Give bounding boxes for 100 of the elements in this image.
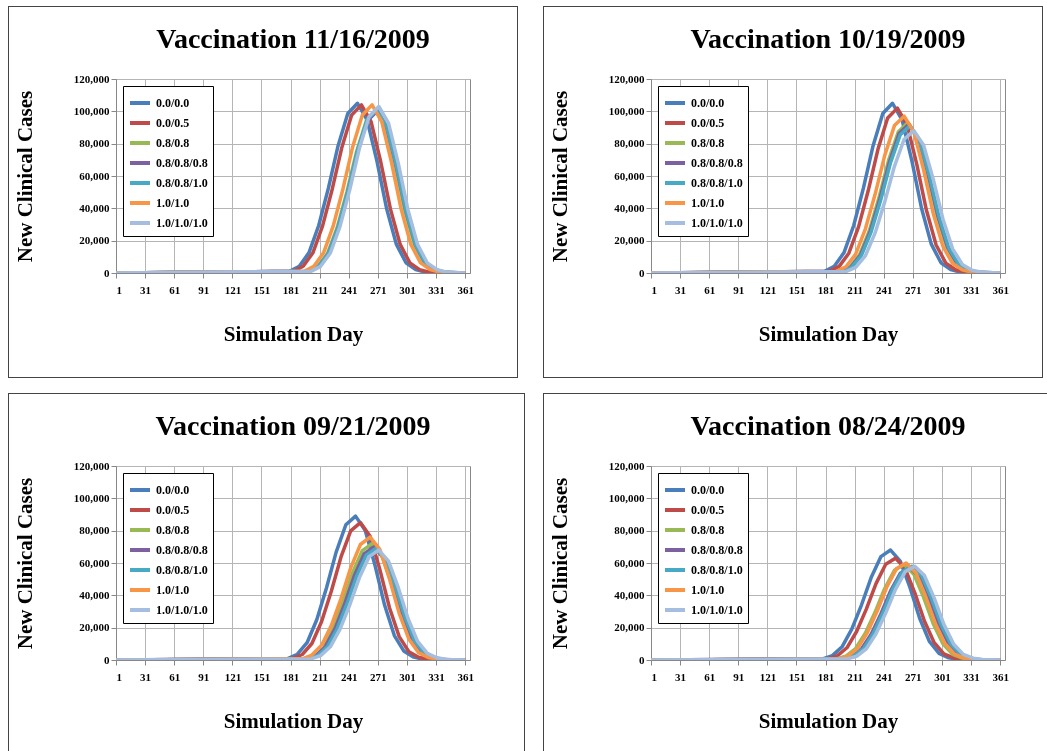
chart-title: Vaccination 09/21/2009 — [155, 410, 431, 441]
y-tick-label: 40,000 — [614, 588, 645, 601]
y-axis-title: New Clinical Cases — [547, 477, 572, 650]
x-tick-label: 211 — [312, 670, 329, 683]
x-axis-title: Simulation Day — [758, 708, 899, 733]
legend-label: 0.0/0.5 — [156, 503, 190, 517]
y-tick-label: 20,000 — [79, 621, 110, 634]
legend-label: 0.0/0.0 — [156, 96, 190, 110]
y-tick-label: 20,000 — [614, 234, 645, 247]
legend-label: 0.0/0.0 — [691, 483, 725, 497]
x-tick-label: 361 — [457, 670, 474, 683]
legend-label: 1.0/1.0/1.0 — [691, 603, 743, 617]
x-tick-label: 61 — [169, 283, 181, 296]
legend-label: 0.8/0.8 — [156, 523, 190, 537]
y-tick-label: 0 — [639, 266, 645, 279]
y-tick-label: 60,000 — [79, 169, 110, 182]
y-tick-label: 80,000 — [79, 524, 110, 537]
x-tick-label: 121 — [224, 670, 242, 683]
y-tick-label: 40,000 — [79, 201, 110, 214]
legend-label: 0.8/0.8/1.0 — [691, 563, 743, 577]
x-tick-label: 61 — [704, 670, 716, 683]
x-tick-label: 31 — [675, 283, 687, 296]
y-tick-label: 80,000 — [614, 137, 645, 150]
legend-label: 1.0/1.0 — [156, 196, 190, 210]
legend-label: 0.0/0.0 — [156, 483, 190, 497]
x-tick-label: 31 — [140, 283, 152, 296]
x-tick-label: 31 — [675, 670, 687, 683]
x-tick-label: 301 — [934, 670, 951, 683]
y-tick-label: 100,000 — [73, 491, 110, 504]
x-axis-title: Simulation Day — [223, 321, 364, 346]
chart-title: Vaccination 11/16/2009 — [156, 23, 430, 54]
x-tick-label: 181 — [817, 283, 835, 296]
x-tick-label: 1 — [651, 670, 657, 683]
chart-title: Vaccination 08/24/2009 — [690, 410, 966, 441]
x-tick-label: 331 — [963, 283, 980, 296]
x-tick-label: 241 — [876, 283, 893, 296]
x-tick-label: 121 — [759, 670, 777, 683]
x-tick-label: 331 — [428, 670, 445, 683]
legend-label: 0.8/0.8/1.0 — [156, 176, 208, 190]
legend-label: 0.8/0.8/1.0 — [156, 563, 208, 577]
x-tick-label: 121 — [759, 283, 777, 296]
x-tick-label: 121 — [224, 283, 242, 296]
legend-label: 1.0/1.0/1.0 — [691, 216, 743, 230]
x-tick-label: 151 — [253, 283, 271, 296]
legend-label: 0.8/0.8 — [691, 523, 725, 537]
x-tick-label: 91 — [198, 283, 210, 296]
y-tick-label: 120,000 — [73, 459, 110, 472]
legend-label: 1.0/1.0 — [691, 583, 725, 597]
x-tick-label: 361 — [457, 283, 474, 296]
x-tick-label: 181 — [282, 283, 300, 296]
x-tick-label: 151 — [788, 283, 806, 296]
x-tick-label: 271 — [905, 670, 922, 683]
x-tick-label: 181 — [817, 670, 835, 683]
y-tick-label: 60,000 — [79, 556, 110, 569]
legend-label: 0.0/0.5 — [156, 116, 190, 130]
x-tick-label: 301 — [399, 670, 416, 683]
x-tick-label: 331 — [963, 670, 980, 683]
legend-label: 1.0/1.0 — [156, 583, 190, 597]
x-tick-label: 181 — [282, 670, 300, 683]
y-tick-label: 60,000 — [614, 169, 645, 182]
x-tick-label: 151 — [253, 670, 271, 683]
legend-label: 0.8/0.8/0.8 — [691, 543, 743, 557]
y-tick-label: 40,000 — [79, 588, 110, 601]
x-axis-title: Simulation Day — [223, 708, 364, 733]
x-tick-label: 211 — [847, 283, 864, 296]
x-tick-label: 301 — [399, 283, 416, 296]
legend-label: 1.0/1.0/1.0 — [156, 603, 208, 617]
x-tick-label: 1 — [116, 283, 122, 296]
chart-title: Vaccination 10/19/2009 — [690, 23, 966, 54]
x-tick-label: 91 — [198, 670, 210, 683]
y-axis-title: New Clinical Cases — [12, 477, 37, 650]
y-tick-label: 20,000 — [79, 234, 110, 247]
legend-label: 0.8/0.8 — [691, 136, 725, 150]
y-tick-label: 20,000 — [614, 621, 645, 634]
x-tick-label: 241 — [341, 670, 358, 683]
y-tick-label: 0 — [639, 653, 645, 666]
x-tick-label: 61 — [704, 283, 716, 296]
x-tick-label: 1 — [116, 670, 122, 683]
legend-label: 0.8/0.8 — [156, 136, 190, 150]
legend-label: 0.8/0.8/0.8 — [156, 156, 208, 170]
y-tick-label: 120,000 — [608, 459, 645, 472]
x-tick-label: 361 — [992, 670, 1009, 683]
x-tick-label: 241 — [876, 670, 893, 683]
x-tick-label: 271 — [905, 283, 922, 296]
y-tick-label: 100,000 — [73, 104, 110, 117]
x-tick-label: 31 — [140, 670, 152, 683]
x-tick-label: 271 — [370, 283, 387, 296]
legend-label: 1.0/1.0/1.0 — [156, 216, 208, 230]
legend-label: 1.0/1.0 — [691, 196, 725, 210]
x-tick-label: 91 — [733, 670, 745, 683]
legend-label: 0.8/0.8/0.8 — [156, 543, 208, 557]
x-tick-label: 91 — [733, 283, 745, 296]
y-tick-label: 100,000 — [608, 104, 645, 117]
x-tick-label: 331 — [428, 283, 445, 296]
x-tick-label: 241 — [341, 283, 358, 296]
legend-label: 0.0/0.0 — [691, 96, 725, 110]
x-tick-label: 1 — [651, 283, 657, 296]
legend-label: 0.0/0.5 — [691, 116, 725, 130]
legend-label: 0.8/0.8/1.0 — [691, 176, 743, 190]
y-tick-label: 0 — [104, 653, 110, 666]
